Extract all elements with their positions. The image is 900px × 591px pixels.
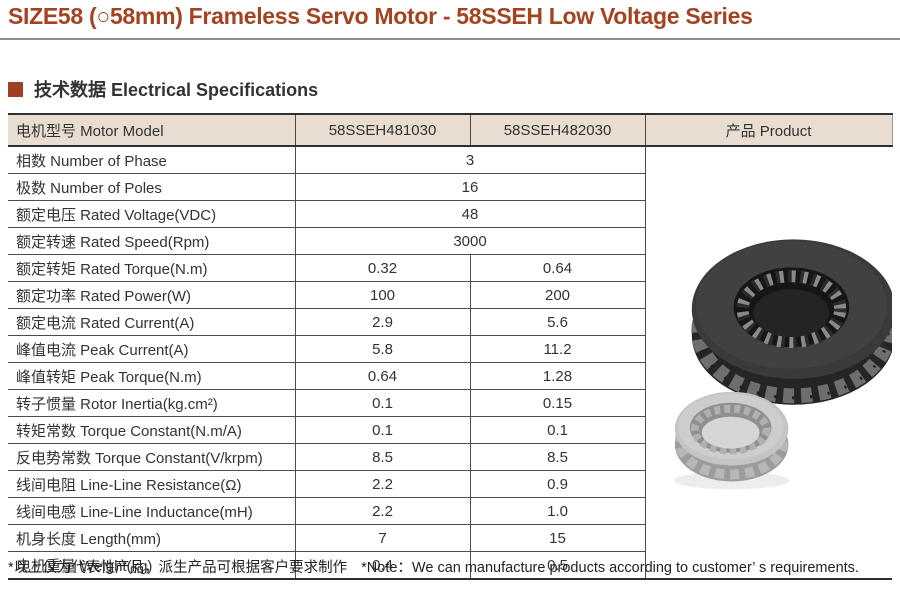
row-label: 额定功率 Rated Power(W) [8, 281, 296, 309]
title-divider [0, 38, 900, 40]
footnote: *以上仅为代表性产品，派生产品可根据客户要求制作 *Note：We can man… [8, 556, 859, 577]
row-label: 电机重量 Weight(kg) [8, 551, 296, 580]
row-value-merged: 48 [295, 200, 646, 228]
row-value-1: 0.1 [295, 389, 471, 417]
row-value-2: 11.2 [470, 335, 646, 363]
column-header-model: 电机型号 Motor Model [8, 113, 296, 147]
row-value-1: 0.64 [295, 362, 471, 390]
row-value-1: 0.4 [295, 551, 471, 580]
row-label: 极数 Number of Poles [8, 173, 296, 201]
table-row: 转子惯量 Rotor Inertia(kg.cm²) 0.1 0.15 [8, 389, 892, 417]
row-value-2: 0.64 [470, 254, 646, 282]
stator-ring [690, 239, 892, 405]
row-label: 转子惯量 Rotor Inertia(kg.cm²) [8, 389, 296, 417]
table-row: 额定功率 Rated Power(W) 100 200 [8, 281, 892, 309]
footnote-english: *Note：We can manufacture products accord… [361, 560, 859, 576]
row-label: 额定电压 Rated Voltage(VDC) [8, 200, 296, 228]
table-row: 机身长度 Length(mm) 7 15 [8, 524, 892, 552]
row-label: 转矩常数 Torque Constant(N.m/A) [8, 416, 296, 444]
column-header-model-1: 58SSEH481030 [295, 113, 471, 147]
row-label: 额定转速 Rated Speed(Rpm) [8, 227, 296, 255]
rotor-ring [673, 391, 789, 490]
table-row: 线间电感 Line-Line Inductance(mH) 2.2 1.0 [8, 497, 892, 525]
row-value-2: 0.9 [470, 470, 646, 498]
row-value-1: 0.32 [295, 254, 471, 282]
table-header-row: 电机型号 Motor Model 58SSEH481030 58SSEH4820… [8, 113, 893, 147]
section-header: 技术数据 Electrical Specifications [8, 76, 318, 102]
row-label: 相数 Number of Phase [8, 146, 296, 174]
row-value-1: 8.5 [295, 443, 471, 471]
table-row: 电机重量 Weight(kg) 0.4 0.5 [8, 551, 892, 580]
row-value-1: 2.2 [295, 497, 471, 525]
column-header-model-2: 58SSEH482030 [470, 113, 646, 147]
row-value-2: 0.1 [470, 416, 646, 444]
section-title: 技术数据 Electrical Specifications [34, 80, 319, 100]
row-value-merged: 16 [295, 173, 646, 201]
row-label: 线间电阻 Line-Line Resistance(Ω) [8, 470, 296, 498]
row-label: 峰值电流 Peak Current(A) [8, 335, 296, 363]
table-row: 峰值电流 Peak Current(A) 5.8 11.2 [8, 335, 892, 363]
row-label: 峰值转矩 Peak Torque(N.m) [8, 362, 296, 390]
table-row: 反电势常数 Torque Constant(V/krpm) 8.5 8.5 [8, 443, 892, 471]
table-row: 转矩常数 Torque Constant(N.m/A) 0.1 0.1 [8, 416, 892, 444]
row-value-2: 0.5 [470, 551, 646, 580]
table-row: 额定电压 Rated Voltage(VDC) 48 [8, 200, 892, 228]
row-value-1: 2.9 [295, 308, 471, 336]
spec-table: 电机型号 Motor Model 58SSEH481030 58SSEH4820… [8, 113, 893, 580]
row-value-1: 7 [295, 524, 471, 552]
row-value-2: 8.5 [470, 443, 646, 471]
row-value-2: 15 [470, 524, 646, 552]
table-row: 相数 Number of Phase 3 [8, 146, 892, 580]
row-label: 线间电感 Line-Line Inductance(mH) [8, 497, 296, 525]
row-value-2: 5.6 [470, 308, 646, 336]
row-value-merged: 3 [295, 146, 646, 174]
product-cell [645, 146, 892, 580]
product-photo [673, 239, 892, 490]
row-value-2: 1.28 [470, 362, 646, 390]
table-row: 线间电阻 Line-Line Resistance(Ω) 2.2 0.9 [8, 470, 892, 498]
row-value-2: 1.0 [470, 497, 646, 525]
row-value-2: 0.15 [470, 389, 646, 417]
table-row: 极数 Number of Poles 16 [8, 173, 892, 201]
footnote-chinese: *以上仅为代表性产品，派生产品可根据客户要求制作 [8, 560, 348, 576]
row-value-1: 100 [295, 281, 471, 309]
section-bullet-icon [8, 81, 23, 97]
row-value-1: 2.2 [295, 470, 471, 498]
table-row: 额定转速 Rated Speed(Rpm) 3000 [8, 227, 892, 255]
row-label: 额定电流 Rated Current(A) [8, 308, 296, 336]
row-label: 反电势常数 Torque Constant(V/krpm) [8, 443, 296, 471]
page-title: SIZE58 (○58mm) Frameless Servo Motor - 5… [8, 3, 753, 29]
table-row: 额定电流 Rated Current(A) 2.9 5.6 [8, 308, 892, 336]
table-row: 峰值转矩 Peak Torque(N.m) 0.64 1.28 [8, 362, 892, 390]
table-row: 额定转矩 Rated Torque(N.m) 0.32 0.64 [8, 254, 892, 282]
row-value-2: 200 [470, 281, 646, 309]
row-label: 机身长度 Length(mm) [8, 524, 296, 552]
row-value-merged: 3000 [295, 227, 646, 255]
row-value-1: 0.1 [295, 416, 471, 444]
row-label: 额定转矩 Rated Torque(N.m) [8, 254, 296, 282]
row-value-1: 5.8 [295, 335, 471, 363]
column-header-product: 产品 Product [645, 113, 893, 147]
